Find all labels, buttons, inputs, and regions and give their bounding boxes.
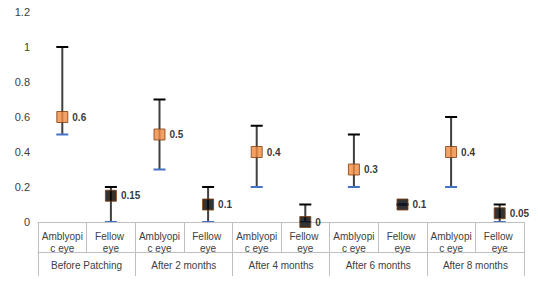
svg-text:0.4: 0.4	[267, 147, 281, 158]
svg-text:Amblyopi: Amblyopi	[236, 231, 277, 242]
svg-text:After 8 months: After 8 months	[443, 260, 508, 271]
svg-text:Amblyopi: Amblyopi	[139, 231, 180, 242]
svg-text:Amblyopi: Amblyopi	[42, 231, 83, 242]
svg-text:Fellow: Fellow	[387, 231, 419, 242]
svg-text:Amblyopi: Amblyopi	[431, 231, 472, 242]
svg-text:c eye: c eye	[439, 243, 463, 254]
svg-text:0.3: 0.3	[364, 164, 378, 175]
svg-text:0: 0	[315, 217, 321, 228]
svg-text:eye: eye	[297, 243, 314, 254]
svg-text:Fellow: Fellow	[95, 231, 127, 242]
svg-text:After 6 months: After 6 months	[346, 260, 411, 271]
svg-text:Fellow: Fellow	[289, 231, 321, 242]
svg-text:0.05: 0.05	[510, 208, 530, 219]
svg-text:c eye: c eye	[148, 243, 172, 254]
svg-text:Fellow: Fellow	[484, 231, 516, 242]
svg-text:After 2 months: After 2 months	[151, 260, 216, 271]
svg-text:0.6: 0.6	[15, 111, 30, 123]
svg-text:0.2: 0.2	[15, 181, 30, 193]
svg-text:Before Patching: Before Patching	[51, 260, 122, 271]
svg-text:c eye: c eye	[342, 243, 366, 254]
svg-text:eye: eye	[103, 243, 120, 254]
svg-text:Amblyopi: Amblyopi	[333, 231, 374, 242]
svg-text:eye: eye	[200, 243, 217, 254]
svg-text:0.8: 0.8	[15, 76, 30, 88]
svg-text:1: 1	[24, 41, 30, 53]
svg-text:After 4 months: After 4 months	[248, 260, 313, 271]
svg-text:c eye: c eye	[50, 243, 74, 254]
svg-text:eye: eye	[394, 243, 411, 254]
svg-text:0.4: 0.4	[15, 146, 30, 158]
svg-text:Fellow: Fellow	[192, 231, 224, 242]
svg-text:1.2: 1.2	[15, 6, 30, 18]
svg-text:0.5: 0.5	[170, 129, 184, 140]
svg-text:eye: eye	[492, 243, 509, 254]
svg-text:0: 0	[24, 216, 30, 228]
svg-text:0.6: 0.6	[72, 112, 86, 123]
svg-text:c eye: c eye	[245, 243, 269, 254]
svg-text:0.1: 0.1	[218, 199, 232, 210]
svg-text:0.4: 0.4	[461, 147, 475, 158]
svg-text:0.1: 0.1	[413, 199, 427, 210]
svg-text:0.15: 0.15	[121, 190, 141, 201]
